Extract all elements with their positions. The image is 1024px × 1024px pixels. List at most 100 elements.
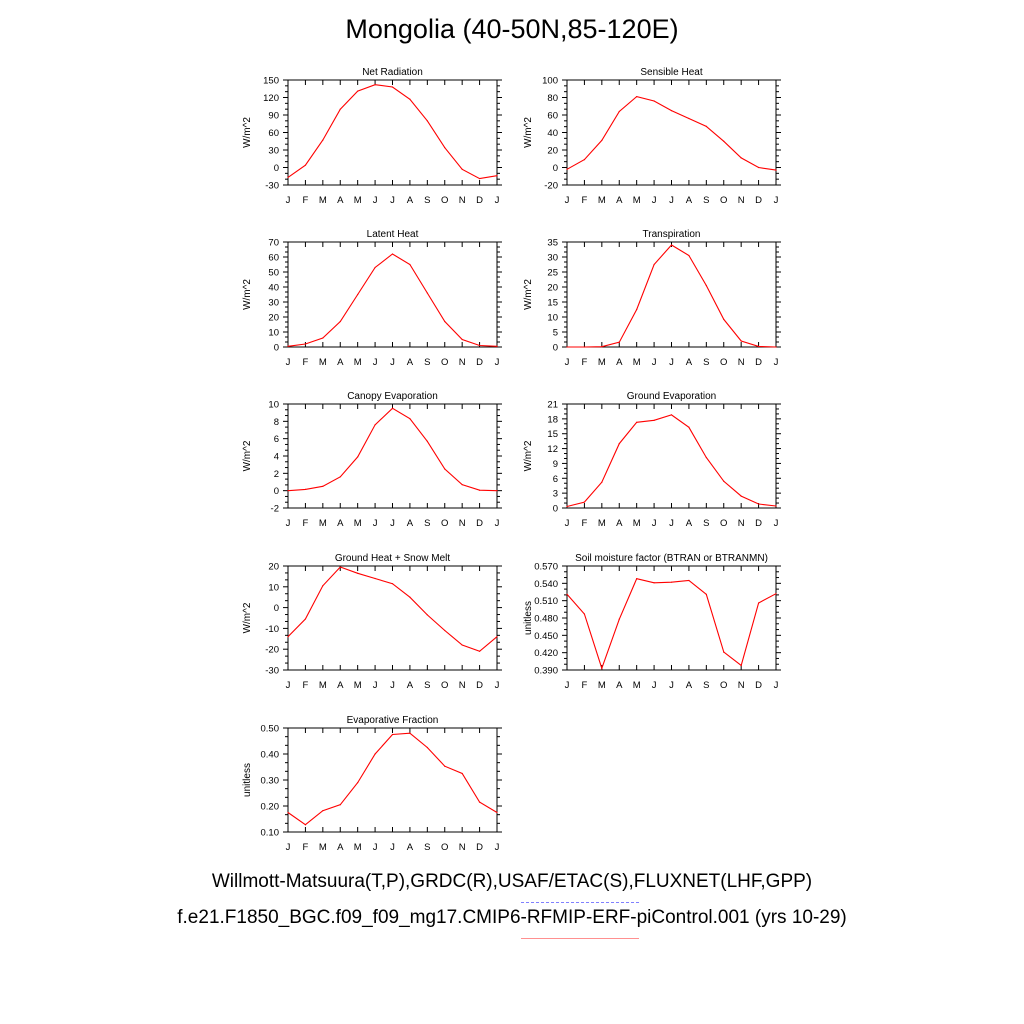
y-tick-label: 18 [547, 414, 558, 425]
y-tick-label: -30 [265, 666, 279, 677]
decorative-dashed-line [521, 902, 639, 903]
x-tick-label: A [407, 680, 414, 691]
y-tick-label: 0.30 [261, 776, 280, 787]
panel-title: Ground Evaporation [627, 391, 717, 402]
y-tick-label: 0.10 [261, 828, 280, 839]
x-tick-label: J [373, 357, 378, 368]
panel-title: Transpiration [643, 229, 701, 240]
x-tick-label: J [390, 680, 395, 691]
x-tick-label: J [774, 680, 779, 691]
panel-title: Soil moisture factor (BTRAN or BTRANMN) [575, 553, 768, 564]
x-tick-label: M [354, 842, 362, 853]
y-axis-label: W/m^2 [242, 279, 253, 310]
data-point [461, 484, 463, 486]
data-point [670, 110, 673, 112]
data-point [636, 308, 638, 311]
data-point [740, 495, 742, 497]
x-tick-label: J [669, 195, 674, 206]
data-point [304, 488, 307, 490]
x-tick-label: O [720, 518, 727, 529]
panel-title: Canopy Evaporation [347, 391, 438, 402]
x-tick-label: J [286, 680, 291, 691]
x-tick-label: D [755, 195, 762, 206]
y-tick-label: 30 [268, 146, 279, 157]
y-tick-label: 30 [268, 298, 279, 309]
data-point [409, 418, 411, 420]
x-tick-label: J [565, 680, 570, 691]
data-point [757, 345, 760, 347]
data-point [444, 147, 446, 149]
y-tick-label: 9 [553, 459, 558, 470]
x-tick-label: J [652, 680, 657, 691]
x-tick-label: A [616, 518, 623, 529]
data-point [601, 481, 603, 483]
x-tick-label: D [476, 842, 483, 853]
data-point [287, 345, 289, 347]
case-name-caption: f.e21.F1850_BGC.f09_f09_mg17.CMIP6-RFMIP… [177, 907, 847, 928]
data-point [653, 582, 655, 584]
x-tick-label: J [669, 357, 674, 368]
plot-frame [566, 79, 777, 186]
x-tick-label: M [633, 357, 641, 368]
x-tick-label: M [633, 195, 641, 206]
y-tick-label: 6 [553, 474, 558, 485]
y-tick-label: 20 [268, 313, 279, 324]
panel-title: Net Radiation [362, 67, 423, 78]
series-line [567, 244, 777, 348]
data-point [723, 480, 725, 482]
y-tick-label: 3 [553, 489, 558, 500]
series-line [287, 407, 498, 492]
x-tick-label: O [720, 195, 727, 206]
data-point [409, 263, 411, 266]
x-tick-label: M [319, 842, 327, 853]
x-tick-label: J [774, 357, 779, 368]
x-tick-label: S [703, 357, 709, 368]
y-tick-label: 15 [547, 429, 558, 440]
data-point [757, 166, 760, 169]
panel-7: Soil moisture factor (BTRAN or BTRANMN) u… [523, 553, 781, 691]
data-point [426, 440, 428, 442]
data-point [461, 644, 463, 646]
y-tick-label: 0 [553, 343, 558, 354]
x-tick-label: N [738, 195, 745, 206]
data-point [374, 753, 376, 755]
plot-frame [287, 79, 498, 186]
y-tick-label: 0 [274, 343, 279, 354]
plot-frame [566, 403, 777, 509]
x-tick-label: J [390, 195, 395, 206]
x-tick-label: F [303, 842, 309, 853]
x-tick-label: J [495, 195, 500, 206]
data-point [740, 664, 742, 666]
y-tick-label: 30 [547, 253, 558, 264]
data-point [409, 732, 411, 734]
data-point [444, 320, 446, 323]
data-point [357, 782, 359, 784]
series-line [566, 414, 777, 508]
x-tick-label: A [337, 518, 344, 529]
data-point [287, 490, 289, 492]
page-title: Mongolia (40-50N,85-120E) [345, 14, 679, 44]
y-tick-label: 60 [547, 111, 558, 122]
data-point [688, 579, 690, 582]
x-tick-label: D [755, 680, 762, 691]
x-tick-label: J [373, 518, 378, 529]
x-tick-label: M [319, 357, 327, 368]
x-tick-label: A [337, 680, 344, 691]
data-point [653, 419, 655, 421]
x-tick-label: J [286, 518, 291, 529]
x-tick-label: S [424, 842, 430, 853]
data-point [775, 346, 777, 348]
x-tick-label: F [582, 195, 588, 206]
y-tick-label: 0 [274, 486, 279, 497]
y-tick-label: 150 [263, 76, 279, 87]
data-point [304, 343, 307, 345]
data-point [339, 320, 341, 323]
data-point [775, 593, 777, 595]
x-tick-label: O [441, 518, 448, 529]
x-tick-label: J [390, 518, 395, 529]
data-point [496, 636, 498, 638]
data-point [636, 578, 638, 580]
x-tick-label: O [441, 357, 448, 368]
